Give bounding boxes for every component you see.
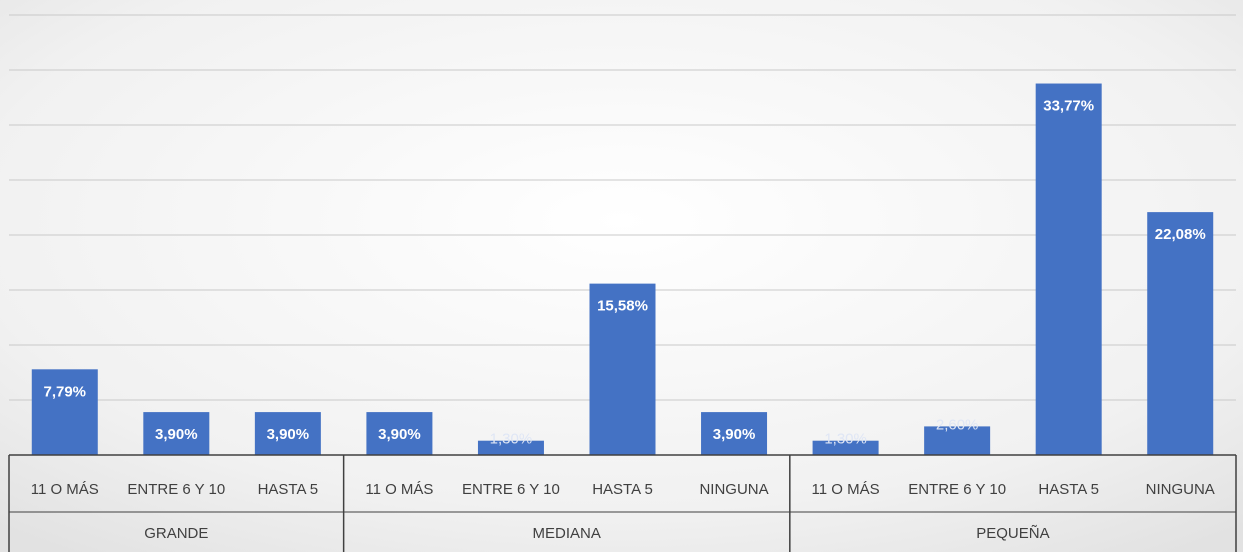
x-tick-label: HASTA 5 bbox=[258, 481, 319, 498]
data-label: 33,77% bbox=[1043, 98, 1094, 115]
data-label: 3,90% bbox=[155, 426, 198, 443]
data-label: 1,30% bbox=[490, 431, 533, 448]
x-group-label: GRANDE bbox=[144, 525, 208, 542]
x-tick-label: 11 O MÁS bbox=[31, 481, 99, 498]
x-tick-label: 11 O MÁS bbox=[365, 481, 433, 498]
x-tick-label: NINGUNA bbox=[1146, 481, 1215, 498]
x-tick-label: NINGUNA bbox=[699, 481, 768, 498]
bar bbox=[812, 440, 879, 455]
bar bbox=[1147, 212, 1214, 455]
data-label: 3,90% bbox=[713, 426, 756, 443]
bar bbox=[924, 426, 991, 455]
bar bbox=[366, 412, 433, 455]
data-label: 2,60% bbox=[936, 416, 979, 433]
x-tick-label: ENTRE 6 Y 10 bbox=[462, 481, 560, 498]
bar bbox=[143, 412, 210, 455]
x-tick-label: 11 O MÁS bbox=[812, 481, 880, 498]
x-tick-label: ENTRE 6 Y 10 bbox=[908, 481, 1006, 498]
data-label: 3,90% bbox=[267, 426, 310, 443]
x-group-label: MEDIANA bbox=[533, 525, 601, 542]
x-tick-label: HASTA 5 bbox=[592, 481, 653, 498]
bar bbox=[589, 283, 656, 455]
data-labels: 7,79% 3,90% 3,90% 3,90% 1,30% 15,58% 3,90% 1,30… bbox=[43, 98, 1205, 448]
bar bbox=[1035, 83, 1102, 455]
data-label: 7,79% bbox=[43, 383, 86, 400]
x-tick-label: HASTA 5 bbox=[1038, 481, 1099, 498]
data-label: 1,30% bbox=[824, 431, 867, 448]
bars bbox=[31, 83, 1214, 455]
bar bbox=[477, 440, 544, 455]
x-tick-label: ENTRE 6 Y 10 bbox=[127, 481, 225, 498]
data-label: 15,58% bbox=[597, 298, 648, 315]
bar bbox=[701, 412, 768, 455]
data-label: 3,90% bbox=[378, 426, 421, 443]
bar bbox=[31, 369, 98, 455]
data-label: 22,08% bbox=[1155, 226, 1206, 243]
bar bbox=[254, 412, 321, 455]
x-group-label: PEQUEÑA bbox=[976, 525, 1049, 542]
x-axis: 11 O MÁS ENTRE 6 Y 10 HASTA 5 GRANDE 11 O MÁ… bbox=[8, 454, 1237, 552]
